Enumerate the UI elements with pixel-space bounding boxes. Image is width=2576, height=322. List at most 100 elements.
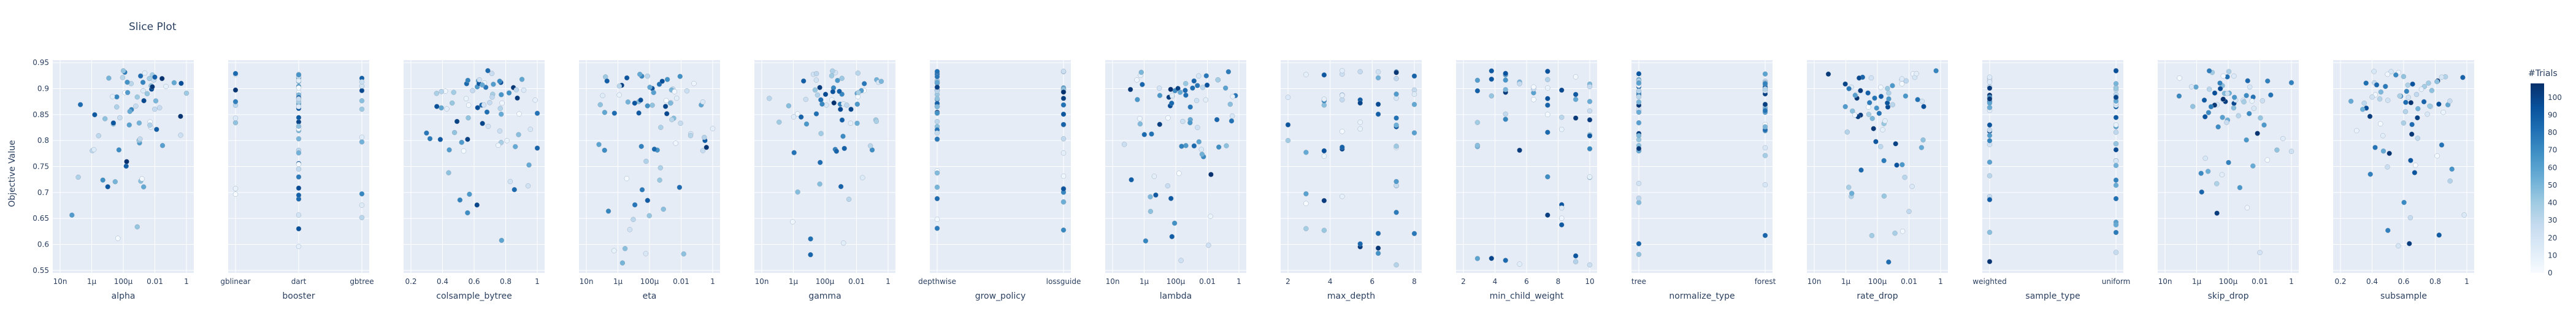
trial-point [2264, 157, 2271, 163]
trial-point [1885, 86, 1890, 91]
trial-point [2447, 178, 2453, 184]
trial-point [1933, 68, 1939, 74]
trial-point [465, 136, 470, 142]
x-tick-label: dart [291, 277, 307, 286]
trial-point [133, 103, 139, 109]
trial-point [1060, 89, 1067, 95]
trial-point [837, 88, 842, 94]
trial-point [813, 71, 819, 77]
trial-point [2231, 94, 2237, 100]
trial-point [2199, 189, 2204, 195]
trial-point [439, 89, 444, 94]
trial-point [1866, 100, 1873, 105]
trial-point [359, 139, 365, 145]
trial-point [1157, 121, 1163, 128]
trial-point [934, 118, 940, 125]
trial-point [934, 136, 940, 142]
trial-point [359, 98, 365, 104]
trial-point [1545, 102, 1551, 108]
trial-point [813, 77, 819, 83]
trial-point [2412, 163, 2418, 168]
trial-point [2260, 98, 2266, 104]
x-tick-label: forest [1755, 277, 1776, 286]
trial-point [1558, 87, 1565, 93]
trial-point [183, 90, 190, 96]
trial-point [2412, 170, 2418, 175]
trial-point [465, 77, 470, 83]
trial-point [1137, 121, 1143, 127]
trial-point [605, 209, 611, 214]
trial-point [1153, 192, 1159, 198]
trial-point [1987, 122, 1993, 128]
x-tick-label: 8 [1556, 277, 1561, 286]
trial-point [839, 117, 845, 123]
trial-point [1203, 97, 1209, 103]
trial-point [622, 246, 628, 251]
trial-point [114, 104, 120, 110]
trial-point [1762, 71, 1768, 77]
trial-point [134, 224, 140, 230]
trial-point [1357, 100, 1363, 106]
trial-point [2249, 98, 2255, 104]
trial-point [117, 115, 123, 121]
trial-point [1846, 86, 1852, 91]
trial-point [1987, 138, 1993, 144]
x-tick-label: 0.8 [2429, 277, 2441, 286]
trial-point [2255, 131, 2260, 136]
trial-point [1137, 116, 1143, 121]
trial-point [2113, 177, 2119, 183]
trial-point [1842, 81, 1848, 87]
trial-point [2244, 93, 2249, 99]
trial-point [1636, 251, 1642, 257]
trial-point [178, 113, 183, 119]
trial-point [1129, 177, 1134, 183]
trial-point [645, 73, 651, 79]
trial-point [1134, 77, 1140, 83]
trial-point [2369, 94, 2375, 100]
x-tick-label: 2 [1286, 277, 1290, 286]
trial-point [434, 91, 439, 96]
trial-point [681, 251, 686, 257]
trial-point [673, 95, 680, 101]
trial-point [1877, 144, 1884, 150]
trial-point [1156, 85, 1162, 91]
trial-point [444, 106, 450, 112]
trial-point [818, 97, 824, 103]
x-tick-label: 0.01 [848, 277, 865, 286]
trial-point [830, 68, 835, 74]
trial-point [1844, 129, 1850, 135]
trial-point [1183, 88, 1188, 93]
trial-point [861, 81, 867, 86]
trial-point [1762, 232, 1768, 239]
trial-point [1503, 258, 1508, 263]
x-tick-label: 0.6 [468, 277, 480, 286]
trial-point [790, 219, 795, 224]
colorbar-tick-label: 40 [2548, 199, 2557, 207]
trial-point [232, 186, 239, 191]
trial-point [152, 106, 158, 112]
trial-point [296, 123, 302, 129]
trial-point [1919, 145, 1925, 150]
trial-point [296, 166, 302, 172]
trial-point [1871, 126, 1876, 131]
x-tick-label: 100µ [1868, 277, 1887, 286]
trial-point [934, 226, 940, 231]
trial-point [1545, 85, 1551, 91]
trial-point [934, 217, 940, 222]
trial-point [2447, 98, 2453, 104]
trial-point [1636, 88, 1642, 94]
x-axis-label: rate_drop [1857, 291, 1898, 301]
trial-point [159, 143, 166, 148]
trial-point [2403, 99, 2409, 105]
trial-point [1987, 79, 1993, 85]
trial-point [1919, 98, 1925, 104]
trial-point [470, 88, 475, 94]
trial-point [2385, 98, 2391, 103]
trial-point [497, 105, 503, 112]
trial-point [854, 101, 861, 107]
trial-point [1230, 94, 1235, 99]
trial-point [2176, 93, 2182, 99]
trial-point [878, 79, 884, 84]
trial-point [2250, 163, 2256, 169]
trial-point [232, 71, 239, 77]
